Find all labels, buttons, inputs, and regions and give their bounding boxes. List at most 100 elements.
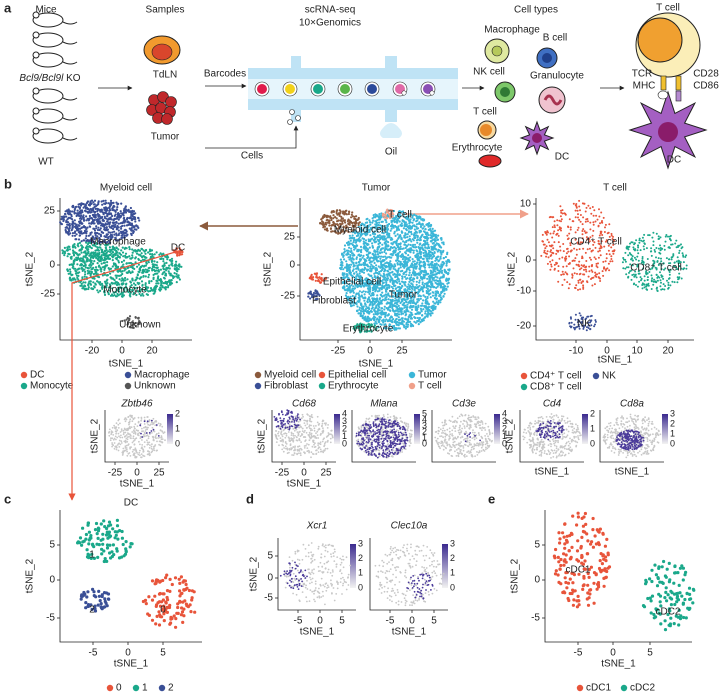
cell-dot	[114, 225, 117, 228]
cell-dot	[412, 277, 415, 280]
cell-dot	[427, 275, 430, 278]
cell-dot	[96, 246, 99, 249]
cell-dot	[136, 273, 139, 276]
cell-dot	[421, 314, 424, 317]
cell-dot	[155, 285, 159, 288]
x-axis-label: tSNE_1	[287, 479, 322, 490]
axis	[599, 410, 664, 463]
cell-dot	[137, 258, 140, 261]
cell-dot	[108, 206, 111, 209]
cell-dot	[131, 251, 134, 254]
cell-dot	[320, 273, 323, 276]
cell-dot	[368, 257, 371, 260]
cell-dot	[78, 253, 81, 256]
cell-dot	[101, 219, 104, 222]
cell-dot	[98, 228, 101, 232]
cell-dot	[425, 272, 428, 276]
cell-dot	[68, 268, 72, 271]
cell-dot	[367, 306, 370, 309]
cell-dot	[107, 293, 110, 296]
cell-dot	[108, 246, 111, 249]
cell-dot	[431, 291, 434, 294]
cell-dot	[117, 265, 120, 268]
cell-dot	[349, 239, 352, 242]
nucleus	[658, 122, 678, 142]
cell-dot	[84, 270, 87, 273]
y-tick-label: -20	[517, 321, 532, 332]
cell-dot	[429, 288, 432, 291]
cell-dot	[416, 320, 419, 323]
cell-dot	[60, 223, 64, 226]
cell-dot	[328, 224, 331, 227]
cell-label: NK cell	[473, 67, 505, 78]
cell-dot	[390, 256, 393, 259]
cell-dot	[166, 286, 170, 289]
cell-dot	[107, 237, 110, 240]
cell-dot	[97, 259, 100, 262]
cell-dot	[144, 275, 147, 278]
colorbar-label: 3	[422, 420, 427, 430]
cell-dot	[332, 217, 335, 220]
cell-dot	[114, 209, 117, 212]
cell-dot	[80, 266, 83, 269]
cell-dot	[121, 213, 124, 216]
cell-dot	[373, 315, 376, 318]
colorbar-label: 0	[358, 582, 363, 592]
cell-dot	[362, 237, 366, 241]
cell-dot	[71, 232, 75, 235]
cell-dot	[159, 268, 162, 271]
cell-dot	[408, 280, 411, 283]
cell-dot	[76, 276, 79, 279]
cell-label: Erythrocyte	[452, 143, 503, 154]
dc-icon	[519, 120, 555, 156]
cell-dot	[131, 289, 135, 292]
cell-dot	[123, 269, 126, 272]
cell-dot	[383, 250, 386, 254]
cell-dot	[436, 266, 439, 269]
cell-dot	[420, 225, 423, 228]
y-axis-label: tSNE_2	[257, 418, 268, 453]
cell-dot	[417, 291, 420, 294]
cell-dot	[123, 224, 126, 227]
cell-dot	[405, 228, 408, 231]
cell-dot	[341, 212, 345, 215]
cell-dot	[411, 263, 414, 267]
cell-dot	[408, 224, 411, 227]
cell-dot	[120, 249, 123, 252]
cell-label: Macrophage	[484, 25, 540, 36]
cell-dot	[420, 277, 423, 280]
cell-dot	[382, 318, 385, 321]
cell-dot	[405, 225, 408, 228]
cell-dot	[111, 259, 114, 262]
nucleus	[542, 53, 552, 63]
cell-dot	[413, 232, 416, 235]
cell-dot	[427, 260, 430, 263]
cell-dot	[388, 273, 391, 276]
cell-dot	[393, 284, 396, 287]
cell-dot	[401, 231, 404, 234]
cell-dot	[61, 249, 64, 252]
x-axis-label: tSNE_1	[615, 467, 650, 478]
cell-dot	[94, 282, 97, 285]
mouse	[32, 32, 64, 48]
cell-dot	[385, 221, 388, 224]
cell-dot	[80, 248, 83, 251]
cell-dot	[104, 252, 107, 255]
cell-dot	[93, 240, 96, 244]
cell-dot	[447, 277, 451, 280]
cell-dot	[401, 258, 404, 261]
cell-dot	[354, 241, 358, 244]
colorbar-label: 1	[502, 431, 507, 441]
cell-dot	[423, 244, 426, 247]
cell-dot	[383, 305, 386, 308]
cell-dot	[85, 201, 89, 205]
cell-dot	[382, 272, 385, 275]
cell-dot	[374, 255, 377, 258]
cell-dot	[92, 201, 95, 204]
colorbar-label: 0	[450, 582, 455, 592]
cell-dot	[383, 268, 386, 271]
cell-dot	[405, 301, 408, 304]
cell-dot	[403, 306, 406, 309]
cell-dot	[109, 284, 112, 287]
cell-dot	[165, 282, 168, 285]
